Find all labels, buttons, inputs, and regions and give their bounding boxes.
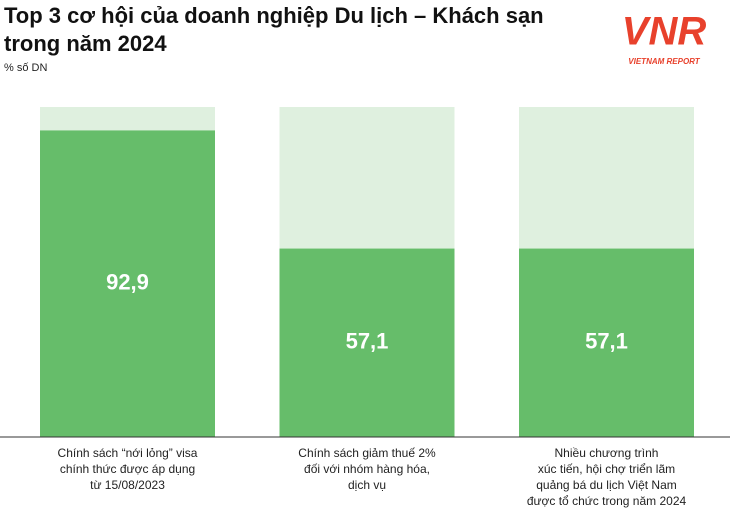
value-label: 57,1 [585,329,628,354]
bar [519,248,694,437]
logo-caption: VIETNAM REPORT [628,57,701,66]
logo: VNR [622,10,707,54]
bar [40,130,215,437]
bar [279,248,455,437]
category-label: Chính sách giảm thuế 2% đối với nhóm hàn… [298,446,436,492]
chart-title: Top 3 cơ hội của doanh nghiệp Du lịch – … [4,3,544,56]
category-label: Nhiều chương trình xúc tiến, hội chợ tri… [526,446,687,508]
value-label: 92,9 [106,270,149,295]
value-label: 57,1 [346,329,389,354]
category-label: Chính sách “nới lỏng” visa chính thức đư… [57,446,198,492]
chart-subtitle: % số DN [4,62,48,74]
